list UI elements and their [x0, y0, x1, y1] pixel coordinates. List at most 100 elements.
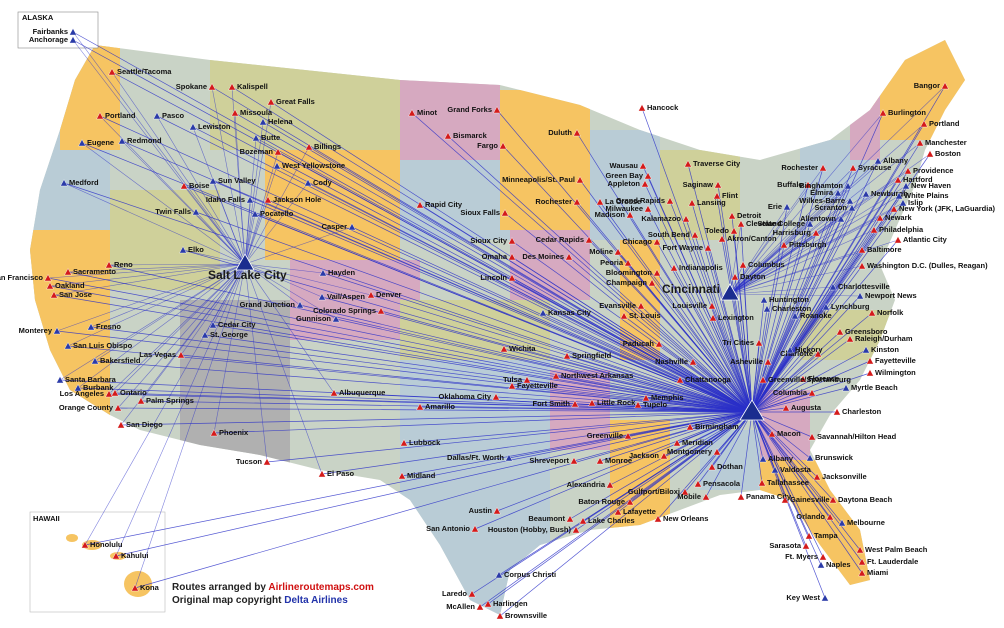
route: [504, 212, 753, 413]
city-label: Peoria: [600, 258, 624, 267]
route: [244, 263, 323, 475]
city-marker: [694, 480, 702, 488]
route: [56, 330, 753, 413]
city-label: Tri Cities: [722, 338, 754, 347]
route: [751, 411, 863, 574]
city-marker: [563, 352, 571, 360]
route: [647, 175, 753, 413]
route: [115, 411, 753, 557]
route: [195, 211, 753, 413]
route: [740, 411, 753, 498]
route: [53, 263, 246, 296]
city-marker: [637, 302, 645, 310]
city-label: Greenville: [587, 431, 623, 440]
route: [114, 263, 246, 394]
city-marker: [862, 190, 870, 198]
city-marker: [660, 452, 668, 460]
city-marker: [585, 236, 593, 244]
city-marker: [802, 542, 810, 550]
city-label: Columbia: [773, 388, 808, 397]
city-marker: [768, 430, 776, 438]
credits: Routes arranged by Airlineroutemaps.com …: [172, 582, 374, 606]
route: [733, 230, 753, 413]
city-marker: [573, 129, 581, 137]
city-label: Rochester: [781, 163, 818, 172]
city-label: White Plains: [904, 191, 949, 200]
city-label: Scranton: [814, 203, 847, 212]
city-label: Great Falls: [276, 97, 315, 106]
hub-label: Cincinnati: [662, 282, 720, 296]
route: [254, 213, 753, 413]
city-marker: [682, 215, 690, 223]
route: [192, 126, 753, 413]
city-marker: [137, 397, 145, 405]
route: [244, 199, 251, 265]
city-label: Hartford: [903, 175, 933, 184]
city-marker: [821, 594, 829, 602]
city-label: Wichita: [509, 344, 536, 353]
city-label: Grand Junction: [240, 300, 296, 309]
city-marker: [846, 335, 854, 343]
hub-marker: [720, 283, 740, 301]
city-marker: [210, 429, 218, 437]
route: [471, 411, 753, 595]
city-label: Augusta: [791, 403, 822, 412]
city-marker: [799, 375, 807, 383]
route: [751, 170, 909, 413]
city-marker: [718, 235, 726, 243]
city-label: Myrtle Beach: [851, 383, 898, 392]
route: [111, 71, 246, 265]
city-marker: [228, 83, 236, 91]
route: [244, 263, 301, 306]
city-label: Oakland: [55, 281, 85, 290]
city-marker: [639, 162, 647, 170]
city-label: Colorado Springs: [313, 306, 376, 315]
city-label: Anchorage: [29, 35, 68, 44]
city-marker: [737, 220, 745, 228]
city-marker: [737, 493, 745, 501]
route: [687, 163, 753, 413]
city-marker: [684, 160, 692, 168]
route: [81, 142, 246, 265]
route: [751, 123, 925, 413]
route: [656, 272, 753, 413]
city-label: Islip: [908, 198, 923, 207]
hub-label: Salt Lake City: [208, 268, 287, 282]
route: [729, 185, 907, 295]
credit-line: Routes arranged by Airlineroutemaps.com: [172, 582, 374, 593]
route: [49, 263, 246, 287]
route: [111, 71, 753, 413]
city-label: Twin Falls: [155, 207, 191, 216]
city-marker: [812, 229, 820, 237]
city-marker: [902, 182, 910, 190]
route: [694, 234, 753, 413]
route: [751, 299, 765, 413]
city-marker: [781, 496, 789, 504]
city-marker: [626, 211, 634, 219]
city-label: Dothan: [717, 462, 743, 471]
city-marker: [805, 532, 813, 540]
city-label: Amarillo: [425, 402, 455, 411]
city-label: Sarasota: [769, 541, 802, 550]
city-marker: [565, 253, 573, 261]
route: [729, 184, 809, 295]
route: [647, 208, 753, 413]
city-label: Asheville: [730, 357, 763, 366]
city-label: Monterey: [19, 326, 53, 335]
city-label: Kona: [140, 583, 160, 592]
city-marker: [179, 246, 187, 254]
route: [729, 170, 909, 295]
city-label: San Antonio: [426, 524, 470, 533]
city-label: Madison: [595, 210, 626, 219]
route: [244, 263, 323, 298]
city-marker: [319, 269, 327, 277]
city-label: Monroe: [605, 456, 632, 465]
inset-label: HAWAII: [33, 514, 60, 523]
route: [212, 324, 753, 413]
route: [751, 387, 847, 413]
city-label: Atlantic City: [903, 235, 948, 244]
city-label: Shreveport: [529, 456, 569, 465]
route: [729, 223, 811, 295]
city-marker: [96, 112, 104, 120]
city-label: Roanoke: [800, 311, 832, 320]
